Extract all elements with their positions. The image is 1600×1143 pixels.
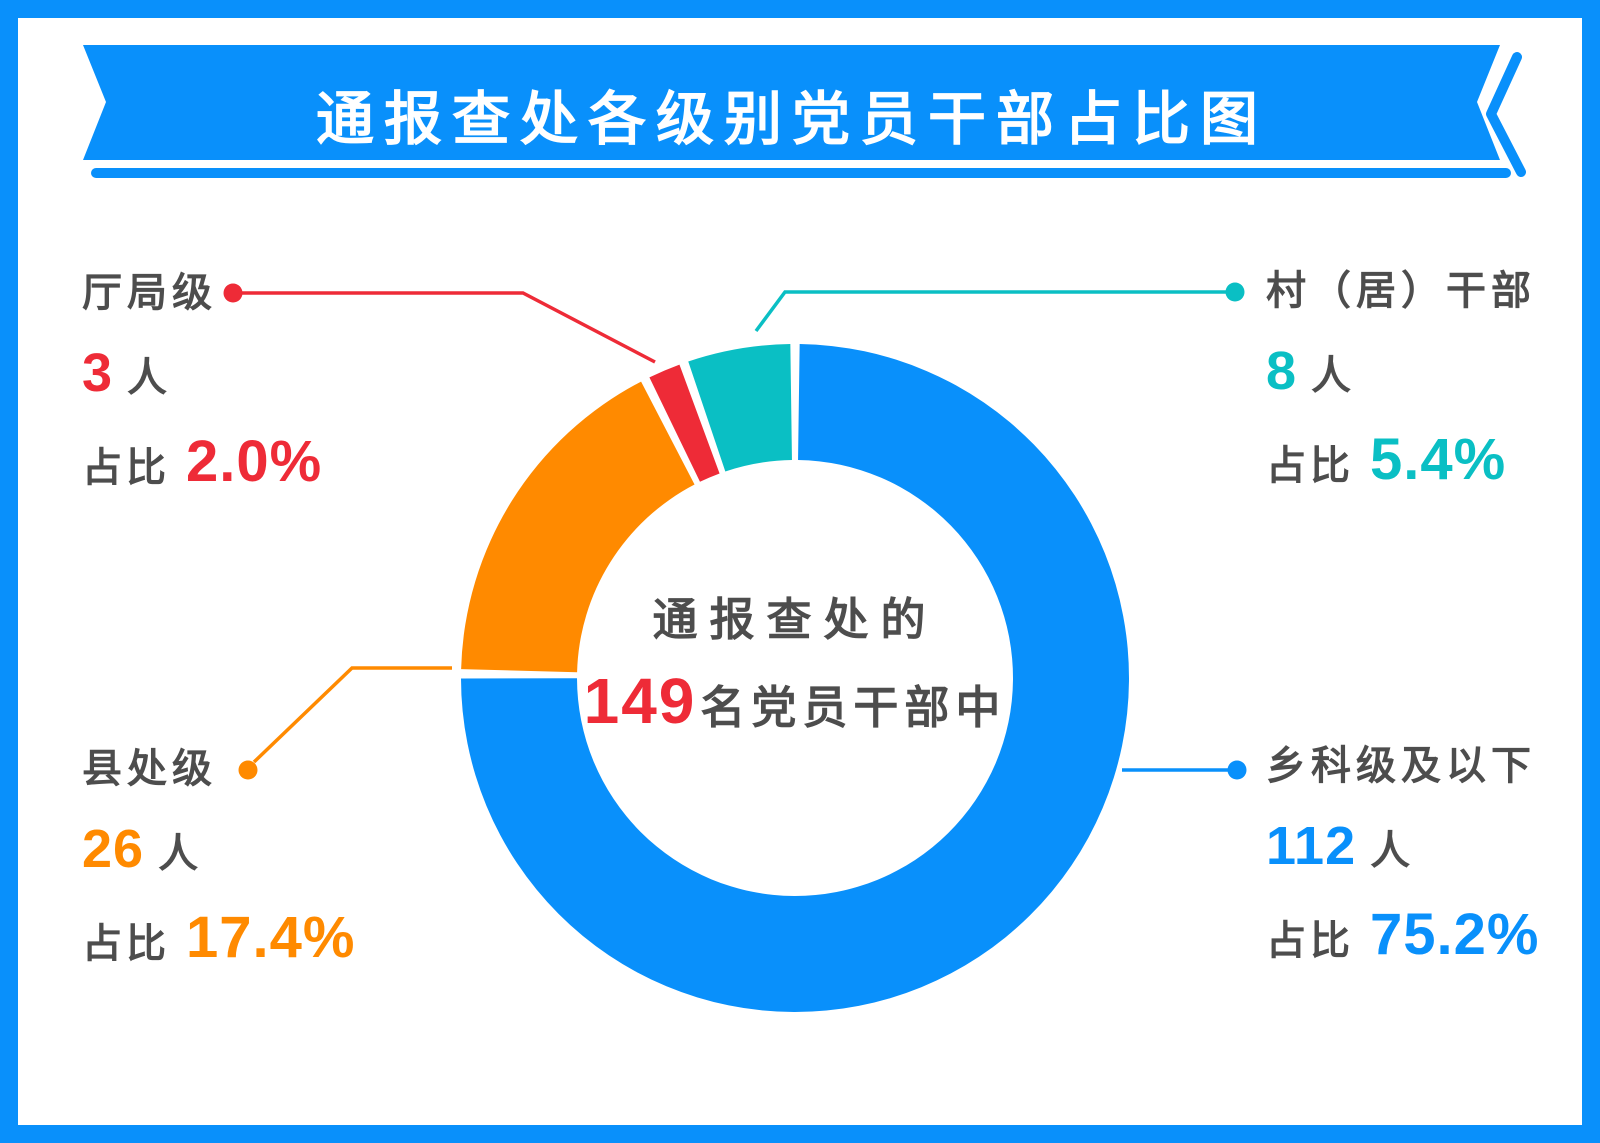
ratio-prefix: 占比 <box>82 922 170 966</box>
label-block-xianchu: 县处级 26 人 占比 17.4% <box>82 736 355 971</box>
leader-line-top-right <box>754 290 1226 333</box>
series-ratio-row: 占比 2.0% <box>82 428 322 495</box>
series-count-value: 8 <box>1266 341 1298 401</box>
total-count-value: 149 <box>583 665 697 737</box>
title-banner-ribbon <box>83 45 1526 178</box>
series-pct-value: 17.4% <box>186 905 356 970</box>
series-pct-value: 5.4% <box>1370 427 1507 492</box>
donut-slice-bottom-right <box>461 344 1129 1012</box>
banner-ribbon-fold-chevron <box>1486 52 1526 177</box>
leader-line-bottom-left <box>252 666 452 764</box>
series-name: 县处级 <box>82 747 217 791</box>
series-name: 厅局级 <box>82 271 217 315</box>
center-caption-line1: 通报查处的 <box>652 594 938 645</box>
series-name: 乡科级及以下 <box>1266 744 1536 788</box>
center-caption-line2: 149名党员干部中 <box>584 664 1007 738</box>
leader-dot-top-right <box>1225 282 1245 302</box>
donut-center-caption: 通报查处的 149名党员干部中 <box>584 583 1007 738</box>
series-count-unit: 人 <box>1311 354 1352 398</box>
series-count-unit: 人 <box>127 356 168 400</box>
leader-dot-top-left <box>223 283 243 303</box>
series-ratio-row: 占比 17.4% <box>82 904 355 971</box>
series-count-unit: 人 <box>158 832 199 876</box>
series-count-row: 112 人 <box>1266 815 1539 877</box>
series-count-value: 112 <box>1266 816 1357 876</box>
donut-slice-top-right <box>688 344 792 472</box>
series-ratio-row: 占比 75.2% <box>1266 901 1539 968</box>
leader-dot-bottom-left <box>238 760 258 780</box>
series-name: 村（居）干部 <box>1266 269 1536 313</box>
page-title: 通报查处各级别党员干部占比图 <box>315 87 1269 152</box>
series-count-row: 26 人 <box>82 818 355 880</box>
donut-slice-bottom-left <box>461 381 695 673</box>
ratio-prefix: 占比 <box>1266 444 1354 488</box>
series-count-value: 3 <box>82 343 114 403</box>
center-caption-suffix: 名党员干部中 <box>700 682 1007 733</box>
donut-slice-top-left <box>649 364 720 482</box>
leader-dot-bottom-right <box>1227 760 1247 780</box>
ratio-prefix: 占比 <box>82 446 170 490</box>
series-ratio-row: 占比 5.4% <box>1266 426 1536 493</box>
series-pct-value: 75.2% <box>1370 902 1540 967</box>
series-pct-value: 2.0% <box>186 429 323 494</box>
label-block-xiangke: 乡科级及以下 112 人 占比 75.2% <box>1266 733 1539 968</box>
leader-line-top-left <box>242 291 656 364</box>
ratio-prefix: 占比 <box>1266 919 1354 963</box>
series-count-value: 26 <box>82 819 145 879</box>
banner-ribbon-shape <box>83 45 1500 160</box>
series-count-unit: 人 <box>1370 829 1411 873</box>
